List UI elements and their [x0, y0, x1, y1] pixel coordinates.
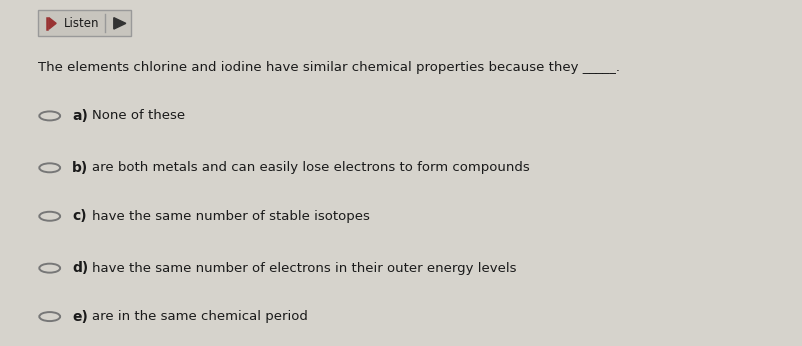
Text: None of these: None of these — [92, 109, 185, 122]
Polygon shape — [114, 18, 126, 29]
Text: c): c) — [72, 209, 87, 223]
Text: have the same number of stable isotopes: have the same number of stable isotopes — [92, 210, 370, 223]
Text: Listen: Listen — [64, 17, 100, 30]
Text: e): e) — [72, 310, 88, 324]
Text: a): a) — [72, 109, 88, 123]
Text: are both metals and can easily lose electrons to form compounds: are both metals and can easily lose elec… — [92, 161, 530, 174]
Polygon shape — [49, 18, 56, 29]
Text: are in the same chemical period: are in the same chemical period — [92, 310, 308, 323]
Text: b): b) — [72, 161, 88, 175]
Text: have the same number of electrons in their outer energy levels: have the same number of electrons in the… — [92, 262, 516, 275]
FancyBboxPatch shape — [38, 10, 131, 36]
Text: d): d) — [72, 261, 88, 275]
Text: The elements chlorine and iodine have similar chemical properties because they _: The elements chlorine and iodine have si… — [38, 61, 621, 74]
